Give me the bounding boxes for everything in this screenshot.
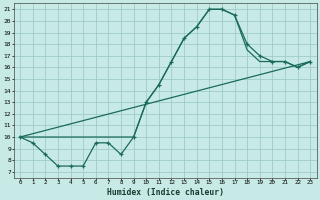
X-axis label: Humidex (Indice chaleur): Humidex (Indice chaleur)	[107, 188, 224, 197]
